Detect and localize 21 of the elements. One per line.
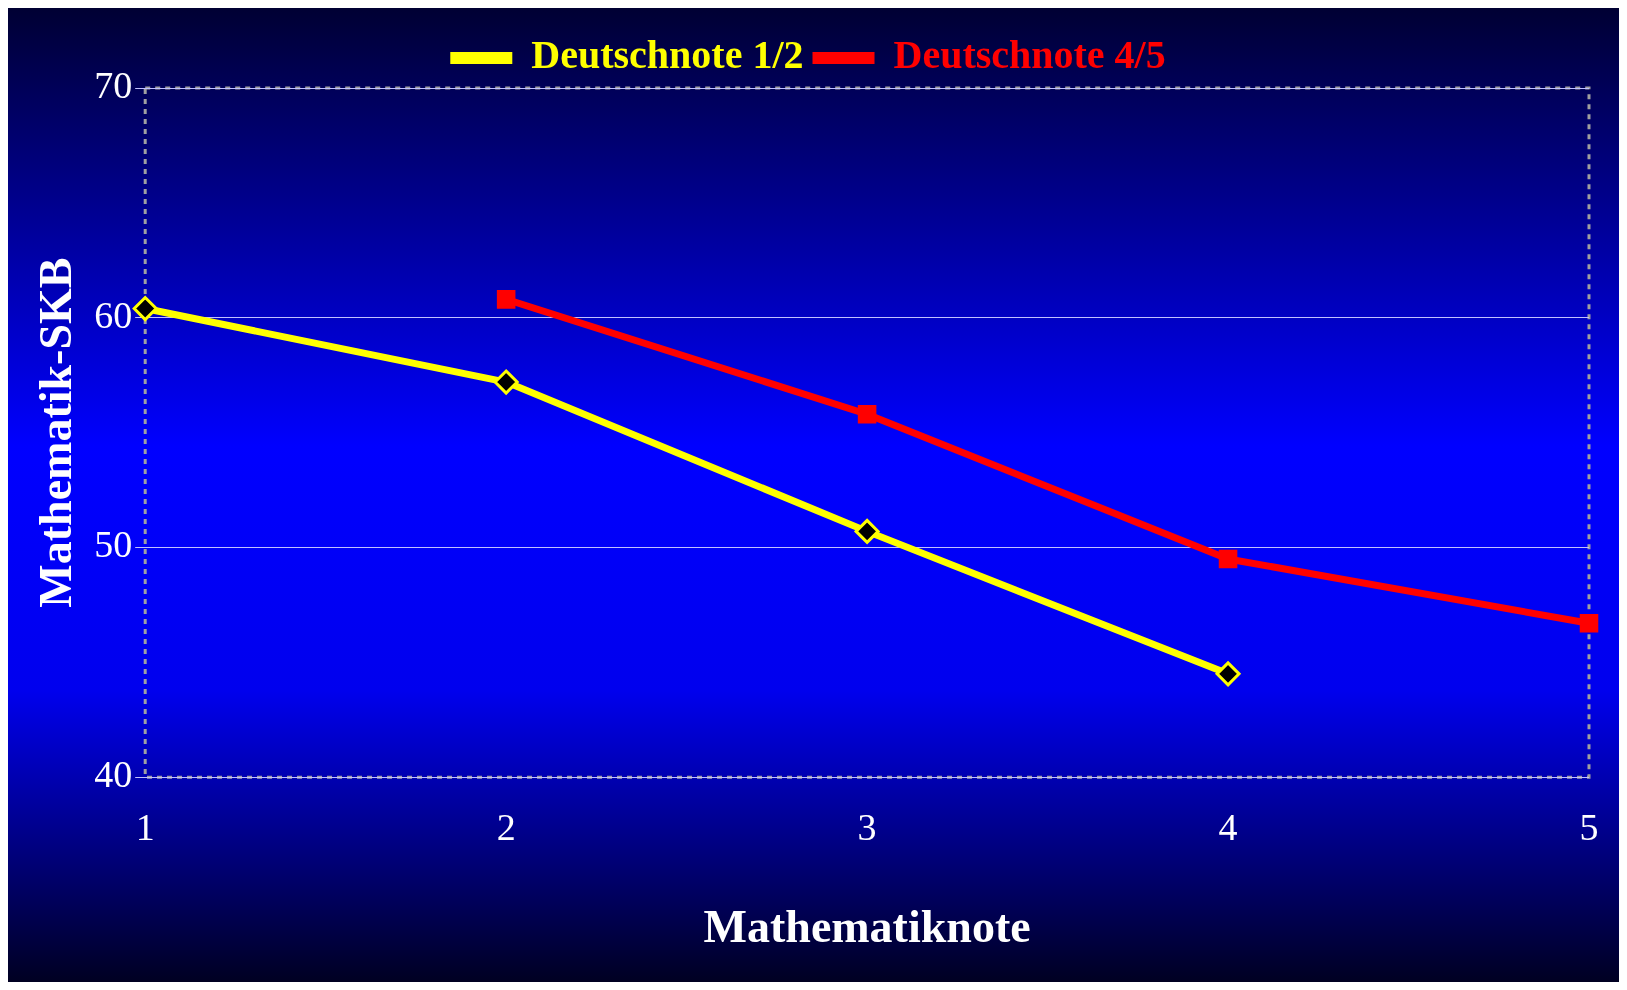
point bbox=[132, 296, 158, 322]
x-axis-title: Mathematiknote bbox=[703, 901, 1031, 953]
point bbox=[1215, 661, 1241, 687]
point bbox=[854, 518, 880, 544]
point bbox=[1579, 614, 1599, 633]
x-tick-label: 4 bbox=[1218, 805, 1238, 848]
legend-label: Deutschnote 4/5 bbox=[893, 32, 1166, 78]
y-tick-label: 60 bbox=[94, 293, 133, 336]
point bbox=[496, 290, 516, 309]
x-tick-label: 2 bbox=[496, 805, 516, 848]
x-tick-label: 1 bbox=[135, 805, 155, 848]
y-tick-label: 70 bbox=[94, 63, 133, 106]
point bbox=[1218, 549, 1238, 569]
point bbox=[493, 369, 519, 395]
x-tick-label: 3 bbox=[857, 805, 877, 848]
legend-label: Deutschnote 1/2 bbox=[531, 32, 804, 78]
point bbox=[857, 404, 877, 424]
y-tick-label: 50 bbox=[94, 523, 133, 566]
y-axis-title: Mathematik-SKB bbox=[30, 257, 82, 608]
x-tick-label: 5 bbox=[1579, 805, 1599, 848]
y-tick-label: 40 bbox=[94, 753, 133, 796]
